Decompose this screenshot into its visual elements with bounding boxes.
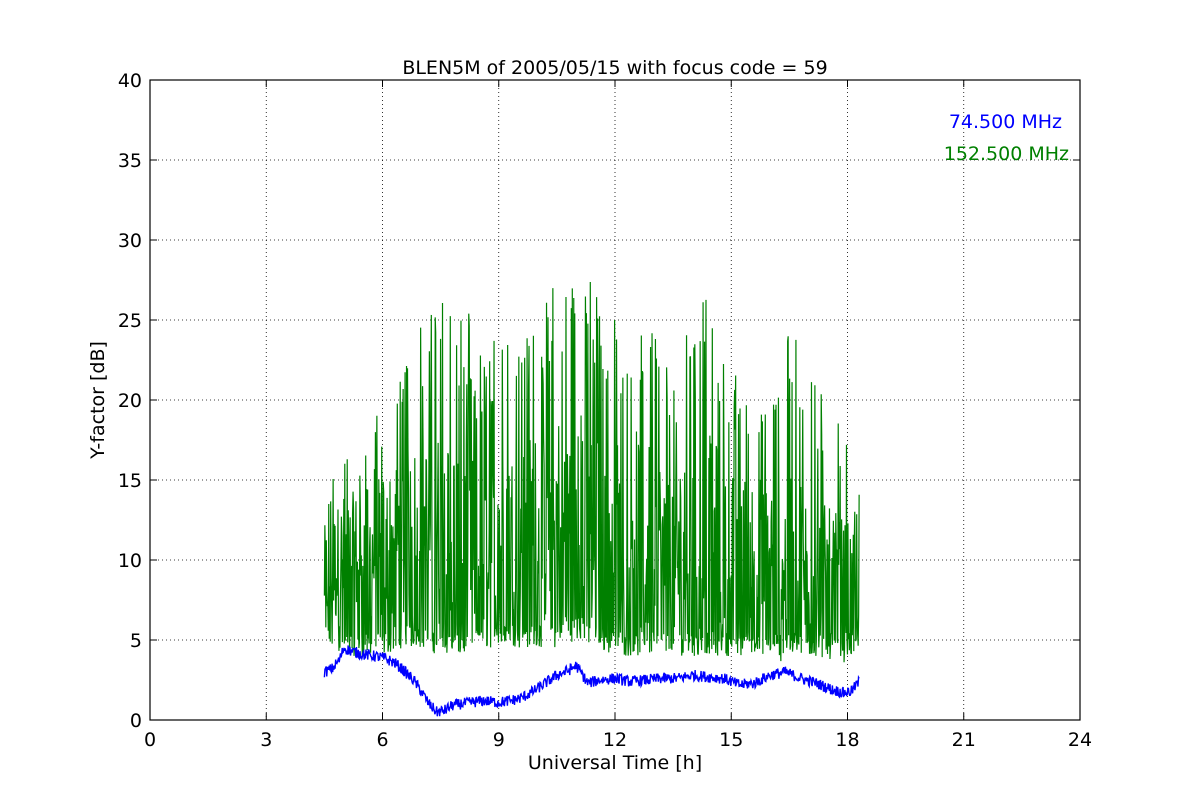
y-tick-label: 5 (130, 630, 142, 652)
x-tick-label: 9 (493, 729, 505, 751)
y-tick-label: 40 (118, 70, 142, 92)
x-tick-label: 0 (144, 729, 156, 751)
y-axis-title: Y-factor [dB] (87, 341, 109, 460)
x-tick-label: 15 (719, 729, 743, 751)
y-tick-label: 10 (118, 550, 142, 572)
y-tick-label: 35 (118, 150, 142, 172)
legend-entry-74-500-mhz: 74.500 MHz (949, 111, 1062, 133)
y-tick-label: 30 (118, 230, 142, 252)
x-axis-title: Universal Time [h] (528, 752, 702, 774)
y-tick-label: 15 (118, 470, 142, 492)
series-line-74-500-mhz (323, 645, 860, 717)
x-tick-label: 12 (603, 729, 627, 751)
x-tick-label: 24 (1068, 729, 1092, 751)
x-tick-label: 21 (952, 729, 976, 751)
axis-ticks: 0 3 6 9 12 15 18 21 24 0 5 10 15 20 25 30 35 40 (118, 70, 1092, 751)
legend-entry-152-500-mhz: 152.500 MHz (944, 143, 1069, 165)
series-line-152-500-mhz (323, 281, 860, 663)
y-tick-label: 20 (118, 390, 142, 412)
x-tick-label: 6 (376, 729, 388, 751)
chart-title: BLEN5M of 2005/05/15 with focus code = 5… (402, 57, 827, 79)
x-tick-label: 18 (835, 729, 859, 751)
series-group (323, 281, 860, 717)
y-tick-label: 0 (130, 710, 142, 732)
y-tick-label: 25 (118, 310, 142, 332)
x-tick-label: 3 (260, 729, 272, 751)
